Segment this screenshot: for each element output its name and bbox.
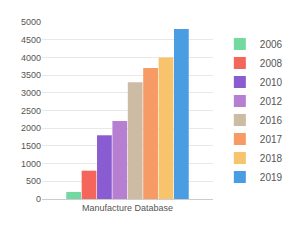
svg-text:Manufacture Database: Manufacture Database [82,203,173,213]
svg-text:2018: 2018 [260,153,283,164]
svg-text:2008: 2008 [260,58,283,69]
svg-text:2010: 2010 [260,77,283,88]
svg-text:1000: 1000 [21,159,41,169]
svg-text:2017: 2017 [260,134,283,145]
svg-text:500: 500 [26,176,41,186]
svg-text:0: 0 [36,194,41,204]
svg-text:2000: 2000 [21,123,41,133]
svg-text:3500: 3500 [21,70,41,80]
svg-text:3000: 3000 [21,88,41,98]
svg-text:2006: 2006 [260,39,283,50]
svg-text:2019: 2019 [260,172,283,183]
svg-text:2016: 2016 [260,115,283,126]
svg-text:2012: 2012 [260,96,283,107]
svg-text:4500: 4500 [21,35,41,45]
svg-text:4000: 4000 [21,53,41,63]
svg-text:5000: 5000 [21,17,41,27]
svg-text:1500: 1500 [21,141,41,151]
svg-text:2500: 2500 [21,106,41,116]
